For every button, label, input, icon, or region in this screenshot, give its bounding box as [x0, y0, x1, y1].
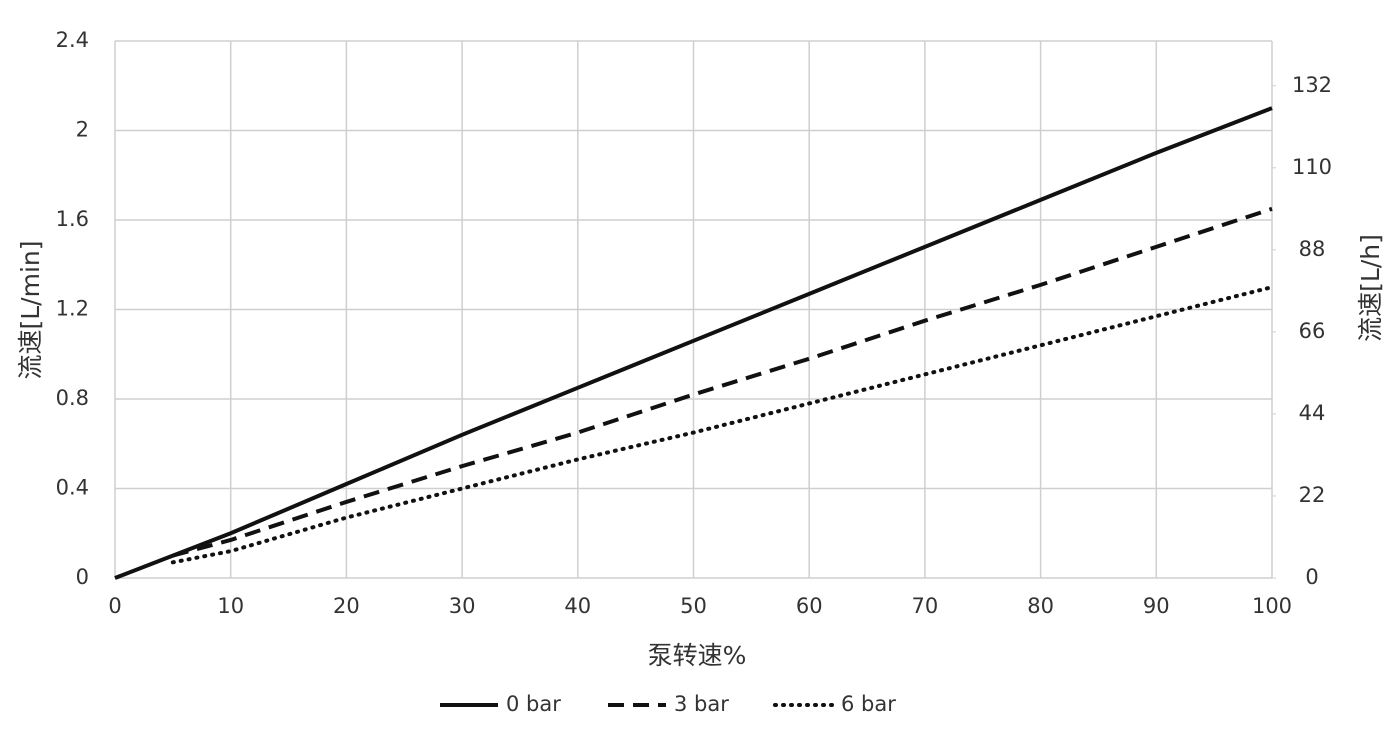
x-tick-label: 70 [912, 594, 939, 618]
x-tick-label: 40 [564, 594, 591, 618]
y-tick-label: 0 [76, 565, 89, 589]
x-axis-title: 泵转速% [648, 641, 747, 670]
y2-tick-label: 88 [1299, 237, 1326, 261]
y2-tick-label: 0 [1305, 565, 1318, 589]
legend-label: 0 bar [506, 692, 561, 716]
y2-tick-label: 22 [1299, 483, 1326, 507]
legend-label: 3 bar [674, 692, 729, 716]
x-tick-label: 0 [108, 594, 121, 618]
y-tick-label: 2.4 [56, 28, 89, 52]
y-tick-label: 0.4 [56, 476, 89, 500]
y-tick-label: 1.6 [56, 207, 89, 231]
y2-tick-label: 66 [1299, 319, 1326, 343]
y-axis-title: 流速[L/min] [16, 240, 45, 379]
data-line [114, 106, 1273, 580]
x-tick-label: 100 [1252, 594, 1292, 618]
x-tick-label: 20 [333, 594, 360, 618]
y2-tick-label: 44 [1299, 401, 1326, 425]
y2-tick-label: 110 [1292, 155, 1332, 179]
x-tick-label: 50 [680, 594, 707, 618]
y-tick-label: 2 [76, 118, 89, 142]
y-tick-label: 1.2 [56, 297, 89, 321]
y2-tick-label: 132 [1292, 73, 1332, 97]
data-line [172, 206, 1273, 558]
x-tick-label: 30 [449, 594, 476, 618]
x-tick-label: 60 [796, 594, 823, 618]
x-tick-label: 90 [1143, 594, 1170, 618]
x-tick-label: 80 [1027, 594, 1054, 618]
legend-label: 6 bar [841, 692, 896, 716]
y2-axis-title: 流速[L/h] [1356, 234, 1385, 342]
data-line [170, 285, 1274, 565]
x-tick-label: 10 [217, 594, 244, 618]
y-tick-label: 0.8 [56, 386, 89, 410]
